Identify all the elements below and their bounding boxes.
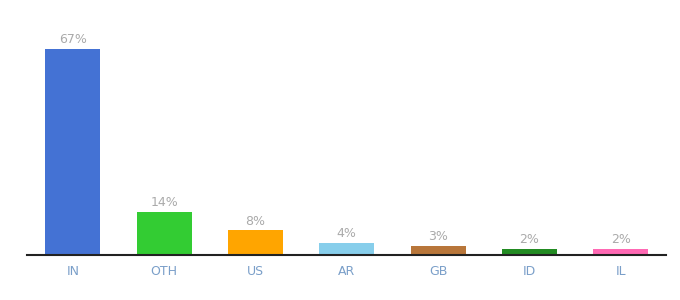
Bar [594, 249, 648, 255]
Text: 4%: 4% [337, 227, 357, 240]
Text: 67%: 67% [59, 33, 87, 46]
Bar [137, 212, 192, 255]
Text: 3%: 3% [428, 230, 448, 243]
Bar [320, 243, 374, 255]
Bar [46, 49, 100, 255]
Text: 2%: 2% [611, 233, 630, 246]
Text: 14%: 14% [150, 196, 178, 209]
Bar [228, 230, 283, 255]
Text: 2%: 2% [520, 233, 539, 246]
Text: 8%: 8% [245, 215, 265, 228]
Bar [411, 246, 466, 255]
Bar [502, 249, 557, 255]
